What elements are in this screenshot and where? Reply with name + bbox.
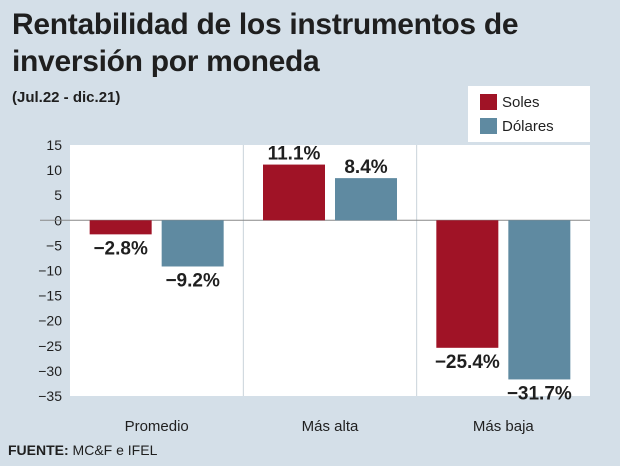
legend-label: Dólares — [502, 118, 554, 135]
chart-title: Rentabilidad de los instrumentos de inve… — [12, 8, 519, 78]
y-tick-label: 10 — [46, 162, 62, 178]
data-label: −25.4% — [435, 352, 500, 373]
bar — [436, 220, 499, 348]
data-label: 8.4% — [344, 157, 387, 178]
bar — [89, 220, 152, 235]
data-label: −2.8% — [93, 238, 148, 259]
source-text: MC&F e IFEL — [68, 442, 158, 458]
data-label: 11.1% — [268, 144, 321, 165]
bar — [263, 164, 325, 221]
x-category-label: Más baja — [473, 418, 535, 435]
y-tick-label: 15 — [46, 137, 62, 153]
data-label: −31.7% — [507, 383, 572, 404]
source-label: FUENTE: — [8, 442, 69, 458]
legend-swatch — [480, 118, 497, 134]
bar — [161, 220, 224, 267]
legend-label: Soles — [502, 94, 540, 111]
chart-subtitle: (Jul.22 - dic.21) — [12, 89, 121, 106]
x-category-label: Más alta — [302, 418, 359, 435]
y-tick-label: −35 — [38, 388, 62, 404]
y-tick-label: −10 — [38, 263, 62, 279]
data-label: −9.2% — [165, 270, 220, 291]
y-tick-label: −25 — [38, 338, 62, 354]
legend-swatch — [480, 94, 497, 110]
y-tick-label: −20 — [38, 313, 62, 329]
y-tick-label: −15 — [38, 288, 62, 304]
y-tick-label: 5 — [54, 187, 62, 203]
plot-area — [70, 145, 590, 396]
y-tick-label: −30 — [38, 363, 62, 379]
x-category-label: Promedio — [125, 418, 189, 435]
y-tick-label: −5 — [46, 237, 62, 253]
bar — [508, 220, 571, 380]
bar — [335, 178, 397, 221]
source-note: FUENTE: MC&F e IFEL — [8, 442, 157, 458]
